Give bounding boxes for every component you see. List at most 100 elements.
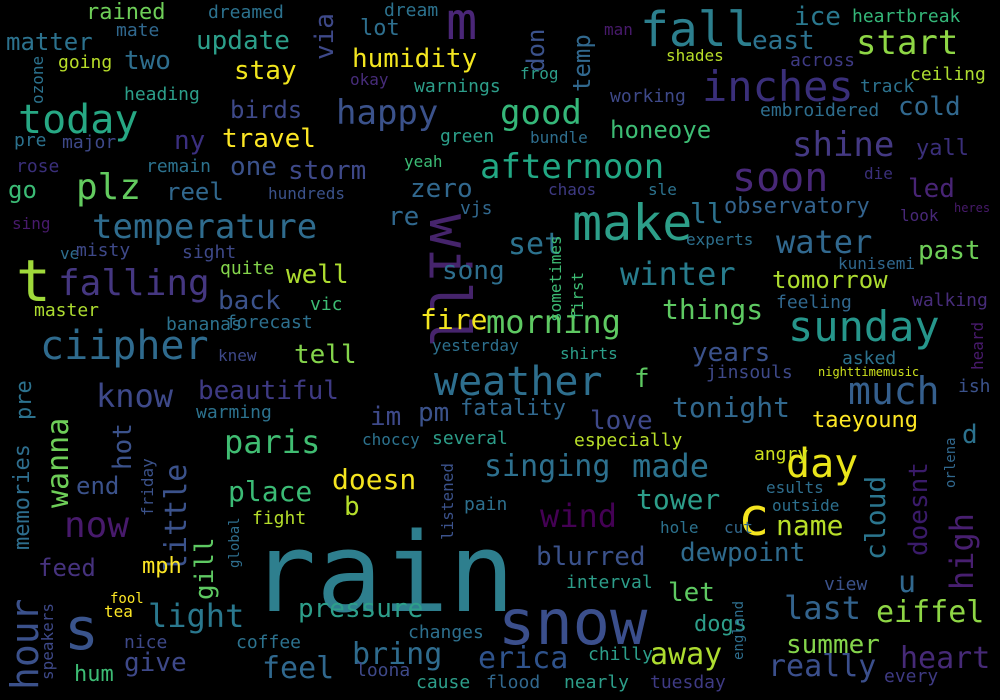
word-temperature: temperature: [92, 207, 318, 247]
word-tell: tell: [294, 340, 357, 370]
word-back: back: [218, 286, 281, 316]
word-end: end: [76, 472, 120, 500]
word-cut: cut: [724, 518, 753, 537]
word-good: good: [500, 93, 582, 133]
word-ish: ish: [958, 376, 991, 397]
word-forecast: forecast: [226, 312, 313, 333]
word-fatality: fatality: [460, 396, 566, 421]
word-outside: outside: [772, 496, 840, 515]
word-wind: wind: [540, 497, 618, 535]
word-across: across: [790, 50, 856, 71]
word-high: high: [943, 512, 981, 590]
word-bananas: bananas: [166, 314, 242, 335]
word-things: things: [662, 293, 764, 326]
word-fall: fall: [640, 2, 756, 58]
word-changes: changes: [408, 622, 484, 643]
word-rain: rain: [250, 509, 515, 637]
word-re: re: [388, 202, 420, 232]
word-one: one: [230, 152, 277, 182]
word-tower: tower: [636, 483, 721, 516]
word-dewpoint: dewpoint: [680, 538, 806, 568]
word-start: start: [856, 23, 959, 63]
word-yesterday: yesterday: [432, 336, 519, 355]
word-warnings: warnings: [414, 76, 501, 97]
word-interval: interval: [566, 572, 653, 593]
word-hot: hot: [108, 423, 138, 470]
word-yeah: yeah: [404, 152, 443, 171]
word-doesn: doesn: [332, 463, 417, 496]
word-tonight: tonight: [672, 391, 791, 424]
word-summer: summer: [786, 630, 880, 660]
word-taeyoung: taeyoung: [812, 408, 918, 433]
word-knew: knew: [218, 346, 257, 365]
word-heartbreak: heartbreak: [852, 6, 961, 27]
word-tuesday: tuesday: [650, 672, 726, 693]
word-t: t: [16, 247, 51, 315]
word-u: u: [898, 565, 917, 600]
word-sle: sle: [648, 180, 677, 199]
word-tea: tea: [104, 602, 133, 621]
word-morning: morning: [486, 303, 621, 341]
word-orlena: orlena: [943, 437, 959, 488]
word-erica: erica: [478, 641, 569, 676]
word-day: day: [786, 441, 859, 487]
word-view: view: [824, 574, 868, 595]
word-song: song: [442, 256, 505, 286]
word-heart: heart: [900, 641, 991, 676]
word-snow: snow: [498, 586, 648, 659]
word-vic: vic: [310, 294, 343, 315]
word-away: away: [650, 637, 723, 672]
word-update: update: [196, 26, 290, 56]
word-nearly: nearly: [564, 672, 630, 693]
word-pain: pain: [464, 494, 508, 515]
word-eiffel: eiffel: [876, 595, 985, 630]
word-inches: inches: [702, 62, 854, 111]
word-ll: ll: [690, 197, 724, 230]
word-england: england: [731, 600, 747, 660]
word-two: two: [124, 46, 171, 76]
word-weather: weather: [434, 359, 603, 405]
word-much: much: [848, 369, 940, 413]
word-friday: friday: [138, 458, 157, 516]
word-c: c: [738, 488, 770, 548]
word-observatory: observatory: [724, 194, 870, 219]
word-ozone: ozone: [28, 55, 47, 104]
word-know: know: [96, 377, 174, 415]
word-led: led: [908, 174, 955, 204]
word-plz: plz: [76, 167, 142, 208]
word-pm: pm: [418, 398, 450, 428]
word-sometimes: sometimes: [546, 235, 565, 322]
word-make: make: [572, 194, 693, 252]
word-d: d: [962, 420, 978, 450]
word-now: now: [64, 505, 130, 546]
word-cause: cause: [416, 672, 471, 693]
word-im: im: [370, 402, 402, 432]
word-coffee: coffee: [236, 632, 302, 653]
word-cloud: cloud: [859, 475, 892, 560]
word-name: name: [776, 509, 844, 542]
word-nighttimemusic: nighttimemusic: [818, 365, 920, 379]
word-pre: pre: [14, 130, 47, 151]
word-ceiling: ceiling: [910, 64, 986, 85]
word-dreamed: dreamed: [208, 2, 284, 23]
word-jinsouls: jinsouls: [706, 362, 793, 383]
word-dogs: dogs: [694, 612, 747, 637]
word-cold: cold: [898, 92, 961, 122]
word-birds: birds: [230, 96, 303, 124]
word-quite: quite: [220, 258, 275, 279]
word-bring: bring: [352, 637, 443, 672]
word-loona: loona: [356, 660, 411, 681]
word-fight: fight: [252, 508, 307, 529]
word-flood: flood: [486, 672, 541, 693]
word-master: master: [34, 300, 100, 321]
word-fool: fool: [110, 591, 144, 607]
word-zero: zero: [410, 174, 473, 204]
word-mph: mph: [142, 554, 182, 579]
word-place: place: [228, 475, 313, 508]
word-sunday: sunday: [788, 302, 940, 351]
word-chilly: chilly: [588, 644, 654, 665]
word-embroidered: embroidered: [760, 100, 880, 121]
word-choccy: choccy: [362, 430, 420, 449]
word-today: today: [18, 97, 139, 143]
